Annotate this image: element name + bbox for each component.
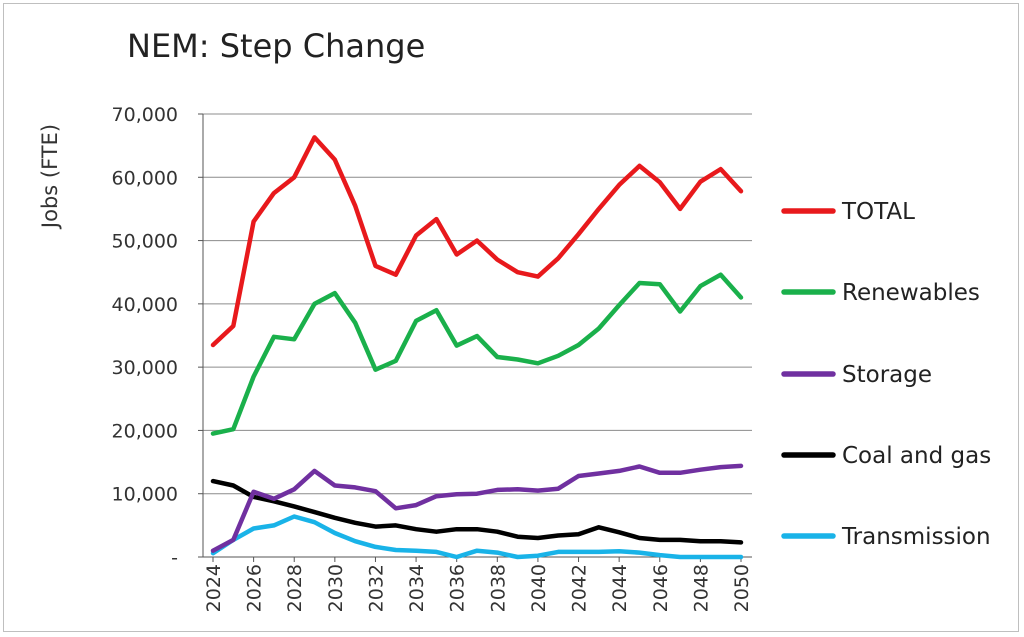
legend-label: Storage bbox=[842, 362, 932, 388]
chart-title: NEM: Step Change bbox=[127, 27, 425, 65]
y-tick-label: 30,000 bbox=[112, 357, 178, 379]
x-tick-label: 2038 bbox=[487, 564, 509, 612]
y-axis-label: Jobs (FTE) bbox=[38, 124, 62, 230]
series-line-coal-and-gas bbox=[210, 478, 744, 545]
x-tick-label: 2024 bbox=[203, 564, 225, 612]
series-line-transmission bbox=[210, 514, 744, 560]
x-tick-label: 2026 bbox=[244, 564, 266, 612]
x-tick-label: 2046 bbox=[650, 564, 672, 612]
x-tick-label: 2040 bbox=[528, 564, 550, 612]
x-tick-label: 2042 bbox=[569, 564, 591, 612]
y-tick-label: 50,000 bbox=[112, 231, 178, 253]
series-lines bbox=[210, 135, 744, 560]
x-tick-labels: 2024 2026 2028 2030 2032 2034 2036 2038 2040 2042… bbox=[203, 557, 753, 612]
legend-label: Transmission bbox=[841, 524, 991, 550]
chart-frame bbox=[3, 3, 1019, 632]
y-tick-label: 40,000 bbox=[112, 294, 178, 316]
x-tick-label: 2048 bbox=[690, 564, 712, 612]
x-tick-label: 2050 bbox=[731, 564, 753, 612]
series-line-renewables bbox=[210, 272, 744, 436]
series-line-total bbox=[210, 135, 744, 348]
y-tick-label: 10,000 bbox=[112, 484, 178, 506]
legend-label: Renewables bbox=[842, 280, 980, 306]
x-tick-label: 2030 bbox=[325, 564, 347, 612]
x-tick-label: 2034 bbox=[406, 564, 428, 612]
legend: TOTAL Renewables Storage Coal and gas Transm… bbox=[781, 199, 991, 550]
x-tick-label: 2032 bbox=[365, 564, 387, 612]
y-tick-label: 20,000 bbox=[112, 420, 178, 442]
series-line-storage bbox=[210, 463, 744, 553]
y-tick-label: 60,000 bbox=[112, 167, 178, 189]
x-tick-label: 2028 bbox=[284, 564, 306, 612]
y-tick-label: - bbox=[171, 547, 178, 569]
y-tick-label: 70,000 bbox=[112, 104, 178, 126]
x-tick-label: 2036 bbox=[447, 564, 469, 612]
y-tick-labels: - 10,000 20,000 30,000 40,000 50,000 60,000 70,… bbox=[112, 104, 178, 569]
legend-label: TOTAL bbox=[841, 199, 915, 225]
x-tick-label: 2044 bbox=[609, 564, 631, 612]
legend-label: Coal and gas bbox=[842, 443, 991, 469]
